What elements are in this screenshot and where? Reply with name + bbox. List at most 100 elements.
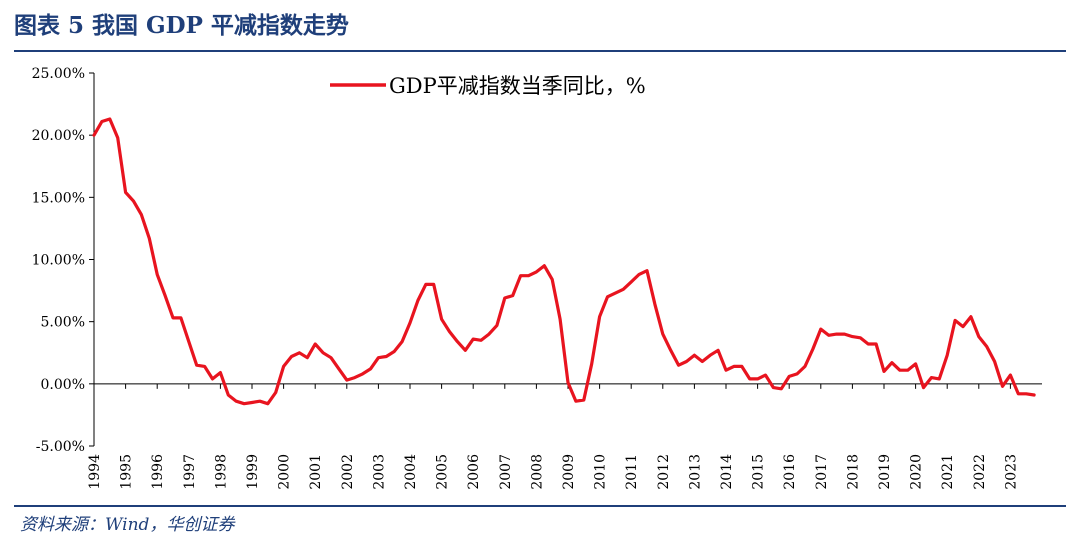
x-tick-label: 2020 — [909, 454, 925, 490]
data-point — [156, 273, 159, 276]
x-tick-label: 2017 — [814, 454, 830, 490]
data-point — [322, 351, 325, 354]
x-tick-label: 1994 — [87, 454, 103, 490]
data-point — [480, 339, 483, 342]
data-point — [724, 369, 727, 372]
data-point — [954, 319, 957, 322]
x-tick-label: 1999 — [245, 454, 261, 490]
data-point — [408, 321, 411, 324]
data-point — [859, 336, 862, 339]
data-point — [630, 280, 633, 283]
data-point — [1033, 393, 1036, 396]
data-point — [527, 274, 530, 277]
data-point — [669, 349, 672, 352]
x-tick-label: 2015 — [751, 454, 767, 490]
series-line-gdp-deflator — [92, 117, 1036, 406]
data-point — [203, 365, 206, 368]
data-point — [772, 386, 775, 389]
x-tick-label: 2021 — [940, 454, 956, 490]
x-tick-label: 2018 — [845, 454, 861, 490]
data-point — [282, 365, 285, 368]
data-point — [124, 191, 127, 194]
y-tick-label: 15.00% — [32, 190, 85, 206]
data-point — [543, 264, 546, 267]
data-point — [393, 350, 396, 353]
series-group — [92, 117, 1036, 406]
data-point — [227, 393, 230, 396]
x-tick-label: 2013 — [687, 454, 703, 490]
x-tick-label: 1995 — [119, 454, 135, 490]
data-point — [235, 400, 238, 403]
data-point — [732, 365, 735, 368]
data-point — [890, 361, 893, 364]
data-point — [1001, 385, 1004, 388]
data-point — [590, 362, 593, 365]
data-point — [448, 330, 451, 333]
data-point — [250, 401, 253, 404]
data-point — [788, 375, 791, 378]
data-point — [361, 372, 364, 375]
x-tick-label: 2009 — [561, 454, 577, 490]
data-point — [661, 333, 664, 336]
x-tick-label: 2003 — [371, 454, 387, 490]
data-point — [582, 398, 585, 401]
data-point — [819, 328, 822, 331]
data-point — [898, 369, 901, 372]
data-point — [519, 274, 522, 277]
data-point — [598, 315, 601, 318]
data-point — [503, 296, 506, 299]
data-point — [574, 400, 577, 403]
y-tick-label: 25.00% — [32, 66, 85, 82]
x-tick-label: 2011 — [624, 454, 640, 490]
data-point — [946, 354, 949, 357]
data-point — [677, 364, 680, 367]
data-point — [645, 269, 648, 272]
data-point — [535, 270, 538, 273]
data-point — [709, 354, 712, 357]
data-point — [969, 315, 972, 318]
data-point — [314, 342, 317, 345]
data-point — [566, 381, 569, 384]
data-point — [140, 213, 143, 216]
data-point — [985, 345, 988, 348]
data-point — [116, 136, 119, 139]
data-point — [811, 347, 814, 350]
data-point — [219, 371, 222, 374]
y-axis-tick-labels: 25.00% 20.00% 15.00% 10.00% 5.00% 0.00% -5.00% — [32, 66, 85, 455]
x-tick-label: 2002 — [340, 454, 356, 490]
data-point — [906, 369, 909, 372]
data-point — [993, 360, 996, 363]
data-point — [401, 340, 404, 343]
data-point — [456, 340, 459, 343]
data-point — [843, 333, 846, 336]
data-point — [258, 400, 261, 403]
data-point — [108, 117, 111, 120]
data-point — [416, 299, 419, 302]
legend: GDP平减指数当季同比，% — [330, 74, 646, 98]
data-point — [559, 318, 562, 321]
x-tick-label: 1998 — [213, 454, 229, 490]
data-point — [495, 324, 498, 327]
y-tick-label: -5.00% — [36, 439, 85, 455]
y-tick-label: 0.00% — [41, 377, 85, 393]
data-point — [100, 120, 103, 123]
data-point — [171, 316, 174, 319]
source-note: 资料来源：Wind，华创证券 — [20, 515, 235, 535]
y-tick-label: 5.00% — [41, 315, 85, 331]
data-point — [882, 370, 885, 373]
data-point — [179, 316, 182, 319]
data-point — [92, 134, 95, 137]
data-point — [1025, 392, 1028, 395]
data-point — [148, 237, 151, 240]
data-point — [930, 376, 933, 379]
data-point — [385, 355, 388, 358]
data-point — [424, 283, 427, 286]
data-point — [977, 335, 980, 338]
x-tick-label: 2012 — [656, 454, 672, 490]
data-point — [353, 376, 356, 379]
x-tick-label: 2007 — [498, 454, 514, 490]
chart-axes — [89, 72, 1042, 447]
data-point — [298, 351, 301, 354]
data-point — [195, 364, 198, 367]
